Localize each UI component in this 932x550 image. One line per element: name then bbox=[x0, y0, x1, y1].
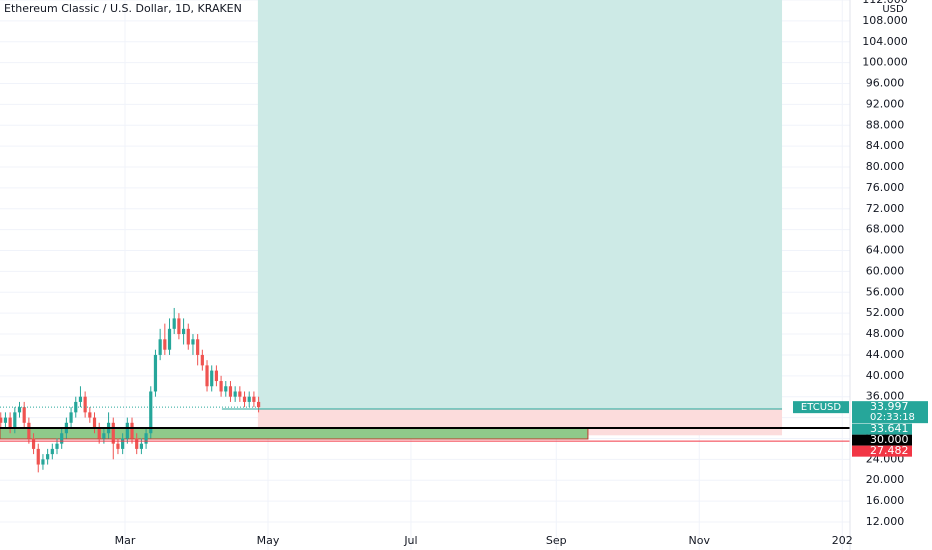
candle-body bbox=[116, 443, 120, 449]
y-tick-label: 112.000 bbox=[862, 0, 908, 6]
candle-body bbox=[17, 407, 22, 413]
candle-body bbox=[69, 412, 73, 423]
candle-body bbox=[181, 328, 186, 335]
countdown-label: 02:33:18 bbox=[870, 412, 915, 423]
level-badge bbox=[852, 445, 912, 457]
x-tick-label: Sep bbox=[546, 534, 567, 547]
chart-title: Ethereum Classic / U.S. Dollar, 1D, KRAK… bbox=[4, 2, 242, 15]
candle-body bbox=[252, 396, 256, 402]
candle-body bbox=[247, 396, 251, 402]
y-tick-label: 44.000 bbox=[866, 348, 905, 361]
y-tick-label: 84.000 bbox=[866, 139, 905, 152]
candle-body bbox=[149, 391, 153, 434]
y-tick-label: 68.000 bbox=[866, 223, 905, 236]
candle-body bbox=[102, 433, 106, 439]
candle-body bbox=[22, 407, 26, 423]
level-label: 27.482 bbox=[870, 444, 909, 457]
candle-body bbox=[153, 354, 158, 392]
candle-body bbox=[191, 339, 195, 345]
y-tick-label: 16.000 bbox=[866, 494, 905, 507]
x-tick-label: Jul bbox=[403, 534, 417, 547]
candle-body bbox=[196, 339, 200, 355]
candle-body bbox=[224, 386, 228, 392]
y-tick-label: 76.000 bbox=[866, 181, 905, 194]
y-tick-label: 104.000 bbox=[862, 35, 908, 48]
candle-body bbox=[60, 433, 64, 444]
y-tick-label: 64.000 bbox=[866, 244, 905, 257]
candle-body bbox=[177, 318, 181, 335]
x-tick-label: Mar bbox=[115, 534, 136, 547]
y-tick-label: 56.000 bbox=[866, 285, 905, 298]
candle-body bbox=[88, 412, 92, 418]
level-label: 33.641 bbox=[870, 422, 909, 435]
y-tick-label: 48.000 bbox=[866, 327, 905, 340]
candle-body bbox=[83, 396, 87, 413]
candle-body bbox=[97, 428, 101, 439]
candle-body bbox=[50, 448, 54, 455]
y-tick-label: 36.000 bbox=[866, 390, 905, 403]
x-tick-label: Nov bbox=[689, 534, 711, 547]
candle-body bbox=[200, 354, 204, 366]
candle-body bbox=[27, 422, 31, 439]
currency-label: USD bbox=[882, 4, 904, 15]
candle-body bbox=[242, 396, 247, 402]
y-tick-label: 72.000 bbox=[866, 202, 905, 215]
candle-body bbox=[111, 422, 115, 444]
level-label: 30.000 bbox=[870, 433, 909, 446]
y-tick-label: 20.000 bbox=[866, 473, 905, 486]
candle-body bbox=[186, 328, 190, 345]
symbol-label: ETCUSD bbox=[801, 402, 841, 413]
candle-body bbox=[172, 318, 176, 329]
candle-body bbox=[55, 443, 59, 449]
candle-body bbox=[144, 433, 148, 444]
y-tick-label: 92.000 bbox=[866, 97, 905, 110]
candle-body bbox=[158, 339, 162, 355]
candle-body bbox=[228, 386, 233, 397]
y-tick-label: 100.000 bbox=[862, 56, 908, 69]
candle-body bbox=[139, 443, 143, 449]
candle-body bbox=[130, 422, 134, 439]
level-badge bbox=[852, 434, 912, 446]
candle-body bbox=[256, 401, 261, 408]
y-tick-label: 12.000 bbox=[866, 515, 905, 528]
last-price-badge bbox=[852, 401, 928, 424]
candle-body bbox=[163, 339, 167, 350]
y-tick-label: 60.000 bbox=[866, 264, 905, 277]
candle-body bbox=[205, 365, 209, 387]
symbol-badge bbox=[793, 401, 849, 414]
candle-body bbox=[36, 448, 40, 465]
candle-body bbox=[210, 370, 214, 387]
candle-body bbox=[219, 381, 223, 392]
candle-body bbox=[92, 417, 97, 429]
candle-body bbox=[46, 454, 50, 460]
candle-body bbox=[238, 391, 242, 397]
y-tick-label: 52.000 bbox=[866, 306, 905, 319]
y-tick-label: 88.000 bbox=[866, 118, 905, 131]
candle-body bbox=[0, 417, 3, 423]
x-tick-label: 202 bbox=[832, 534, 853, 547]
y-tick-label: 96.000 bbox=[866, 77, 905, 90]
support-zone bbox=[0, 427, 589, 440]
candle-body bbox=[125, 422, 129, 439]
last-price-label: 33.997 bbox=[870, 400, 909, 413]
candle-body bbox=[41, 459, 45, 465]
candle-body bbox=[233, 391, 237, 397]
candle-body bbox=[135, 438, 139, 449]
x-tick-label: May bbox=[257, 534, 280, 547]
profit-zone bbox=[257, 0, 783, 410]
candle-body bbox=[121, 438, 125, 449]
candle-body bbox=[214, 370, 219, 382]
candle-body bbox=[31, 438, 36, 449]
y-tick-label: 40.000 bbox=[866, 369, 905, 382]
candle-body bbox=[78, 396, 83, 402]
candle-body bbox=[8, 417, 12, 429]
candle-body bbox=[167, 328, 172, 350]
y-tick-label: 80.000 bbox=[866, 160, 905, 173]
candle-body bbox=[13, 412, 17, 429]
level-badge bbox=[852, 423, 912, 435]
candle-body bbox=[3, 417, 8, 423]
y-tick-label: 108.000 bbox=[862, 14, 908, 27]
